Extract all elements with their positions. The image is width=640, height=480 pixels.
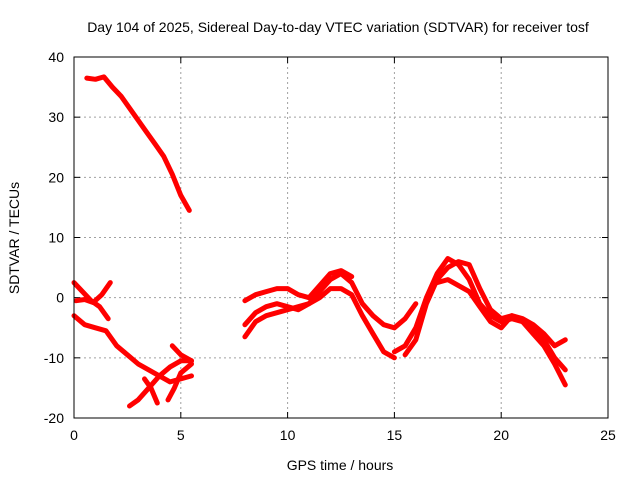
x-tick-label: 20 <box>493 427 509 443</box>
y-axis-label: SDTVAR / TECUs <box>6 182 22 294</box>
y-tick-label: -20 <box>44 410 64 426</box>
series-line-track-13 <box>402 259 568 388</box>
y-tick-label: 20 <box>48 169 64 185</box>
series-line-track-10 <box>242 271 419 331</box>
x-tick-label: 10 <box>280 427 296 443</box>
tick-labels: 0 5 10 15 20 25 -20 -10 0 10 20 30 40 <box>44 49 616 443</box>
plot-frame <box>73 56 609 419</box>
x-axis-label: GPS time / hours <box>287 457 394 473</box>
y-tick-label: -10 <box>44 350 64 366</box>
series-line-track-11 <box>242 268 355 304</box>
x-tick-label: 25 <box>600 427 616 443</box>
series-line-track-12 <box>391 256 568 373</box>
series-line-track-7 <box>165 361 194 403</box>
series-line-track-5 <box>127 358 194 409</box>
y-tick-label: 0 <box>56 290 64 306</box>
series-line-track-6 <box>142 376 160 406</box>
series-line-track-4 <box>71 313 194 385</box>
chart-title: Day 104 of 2025, Sidereal Day-to-day VTE… <box>87 19 589 35</box>
x-tick-label: 5 <box>177 427 185 443</box>
series-line-track-1 <box>84 74 192 213</box>
x-tick-label: 0 <box>70 427 78 443</box>
data-series <box>71 74 568 409</box>
y-tick-label: 40 <box>48 49 64 65</box>
x-tick-label: 15 <box>387 427 403 443</box>
y-tick-label: 10 <box>48 230 64 246</box>
series-line-track-9 <box>242 286 397 361</box>
series-line-track-8 <box>169 343 194 364</box>
grid-lines <box>74 57 608 418</box>
y-tick-label: 30 <box>48 109 64 125</box>
series-line-track-3 <box>73 280 113 305</box>
series-line-track-14 <box>434 277 568 349</box>
